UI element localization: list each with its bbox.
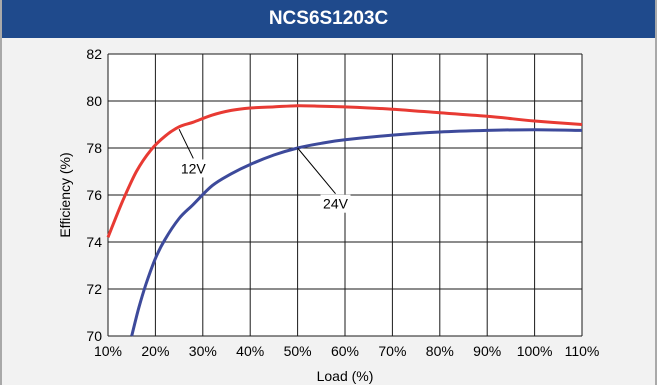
y-tick-label: 70 [86,328,102,344]
chart-title: NCS6S1203C [2,0,655,38]
y-tick-label: 80 [86,93,102,109]
annotation-background [320,194,351,213]
annotation-label: 24V [323,196,349,212]
y-tick-label: 78 [86,140,102,156]
x-tick-label: 50% [284,343,312,359]
x-tick-label: 100% [517,343,553,359]
x-tick-label: 70% [378,343,406,359]
x-tick-label: 110% [565,343,600,359]
annotation-label: 12V [181,160,207,176]
annotation-leader [178,128,194,159]
x-tick-label: 90% [473,343,501,359]
y-axis-label: Efficiency (%) [57,152,73,237]
x-tick-label: 10% [94,343,122,359]
y-tick-label: 76 [86,187,102,203]
series-line-12v [106,104,583,238]
x-axis-label: Load (%) [317,368,374,384]
annotation-leader [297,147,336,195]
y-tick-label: 74 [86,234,102,250]
x-tick-label: 40% [236,343,264,359]
x-tick-label: 60% [331,343,359,359]
annotations: 12V 24V [178,128,351,213]
tick-labels: 10% 20% 30% 40% 50% 60% 70% 80% 90% 100% 110% 70 72 7… [86,46,599,359]
y-tick-label: 72 [86,281,102,297]
annotation-background [178,159,209,178]
series-line-24v [130,128,583,337]
x-tick-label: 30% [189,343,217,359]
y-tick-label: 82 [86,46,102,62]
x-tick-label: 20% [141,343,169,359]
series-lines [106,104,583,337]
x-tick-label: 80% [426,343,454,359]
